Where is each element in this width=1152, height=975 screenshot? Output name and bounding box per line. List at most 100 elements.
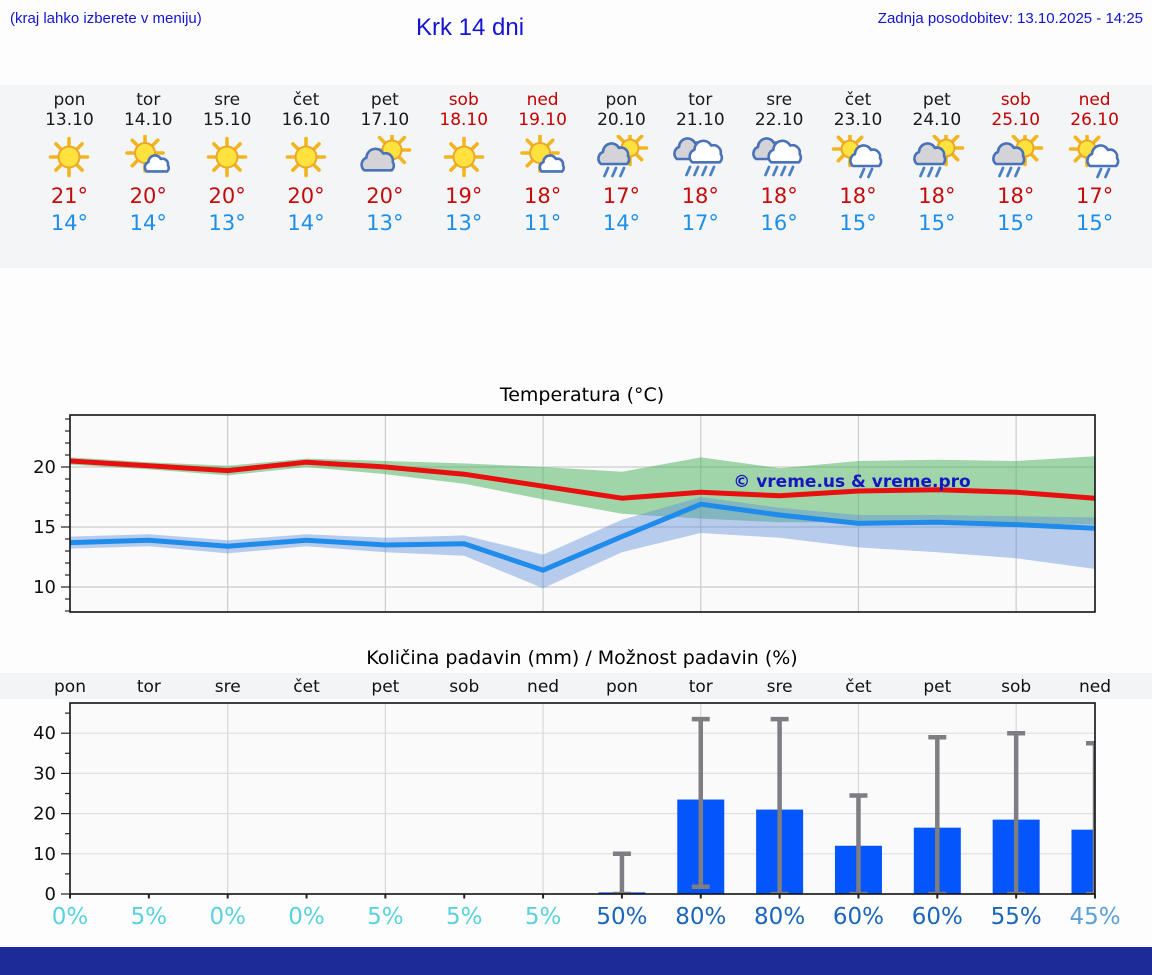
forecast-day-columns: pon 13.10 21° 14° tor 14.10 20° 14° sre 15.10 20° 1… [30, 85, 1134, 268]
precip-probability-label: 5% [131, 904, 168, 930]
cloud-shape [360, 147, 395, 172]
day-name: ned [1078, 90, 1111, 110]
day-name: tor [688, 90, 713, 110]
temperature-chart-title: Temperatura (°C) [499, 384, 665, 406]
precip-probability-label: 60% [833, 904, 884, 930]
day-date: 18.10 [439, 110, 489, 130]
day-min-temp: 15° [839, 211, 877, 235]
day-date: 14.10 [123, 110, 173, 130]
rain-streaks [1095, 167, 1110, 179]
precip-probability-label: 5% [525, 904, 562, 930]
day-min-temp: 11° [523, 211, 562, 235]
day-date: 22.10 [754, 110, 804, 130]
precip-probability-label: 80% [754, 904, 805, 930]
precip-probability-label: 45% [1069, 904, 1120, 930]
cloud-shape [688, 139, 724, 164]
day-column: sre 22.10 18° 16° [740, 85, 819, 268]
day-max-temp: 17° [1075, 184, 1114, 208]
precip-day-label: čet [293, 677, 320, 697]
precip-day-label: ned [1079, 677, 1111, 697]
day-max-temp: 18° [918, 184, 956, 208]
sun-icon [443, 136, 485, 178]
day-max-temp: 20° [366, 184, 404, 208]
sun-cloud-light-rain-icon [1068, 135, 1119, 179]
sun-cloud-small-icon [125, 135, 171, 173]
sun-icon [285, 136, 327, 178]
clouds-rain-icon [673, 137, 724, 177]
day-min-temp: 16° [760, 211, 798, 235]
day-max-temp: 20° [287, 184, 325, 208]
precip-day-label: ned [527, 677, 559, 697]
precip-ytick-label: 20 [33, 804, 56, 825]
sun-shape [49, 136, 90, 178]
day-name: pet [922, 90, 951, 110]
day-name: čet [844, 90, 872, 110]
day-column: pon 13.10 21° 14° [30, 85, 109, 268]
day-column: pet 24.10 18° 15° [897, 85, 976, 268]
day-min-temp: 14° [602, 211, 641, 235]
cloud-shape [597, 142, 631, 166]
precip-probability-label: 0% [52, 904, 89, 930]
precip-whisker [691, 716, 710, 890]
precip-ytick-label: 0 [45, 884, 56, 905]
day-column: ned 19.10 18° 11° [503, 85, 582, 268]
footer-bar [0, 947, 1152, 975]
precipitation-chart-title: Količina padavin (mm) / Možnost padavin … [366, 647, 798, 669]
cloud-shape [143, 154, 171, 173]
precip-day-label: sob [449, 677, 479, 697]
sun-cloud-icon [360, 135, 412, 172]
precip-whisker [770, 716, 789, 894]
day-date: 26.10 [1070, 110, 1119, 130]
precip-day-label-strip [0, 673, 1152, 699]
day-max-temp: 21° [50, 184, 89, 208]
precip-whisker [1086, 741, 1095, 894]
day-column: sob 25.10 18° 15° [976, 85, 1055, 268]
precip-probability-label: 5% [367, 904, 404, 930]
day-column: sob 18.10 19° 13° [424, 85, 503, 268]
day-name: ned [526, 90, 559, 110]
precip-day-label: sob [1001, 677, 1031, 697]
sun-cloud-small-icon [519, 135, 565, 173]
precip-day-label: pon [54, 677, 86, 697]
precip-probability-label: 60% [912, 904, 963, 930]
day-name: pet [370, 90, 399, 110]
rain-streaks [859, 167, 874, 179]
precip-bars [598, 716, 1095, 894]
precip-x-ticks [69, 894, 1096, 899]
precip-ytick-label: 40 [33, 723, 56, 744]
rain-streaks [918, 166, 942, 178]
sun-cloud-rain-icon [597, 135, 649, 178]
day-date: 15.10 [202, 110, 252, 130]
precip-y-axis: 0 10 20 30 40 [33, 712, 70, 905]
day-max-temp: 18° [681, 184, 719, 208]
precip-probability-label: 55% [991, 904, 1042, 930]
day-date: 16.10 [281, 110, 331, 130]
precip-whisker [849, 793, 868, 894]
day-min-temp: 13° [208, 211, 246, 235]
day-column: ned 26.10 17° 15° [1055, 85, 1134, 268]
day-date: 17.10 [360, 110, 410, 130]
rain-streaks [603, 166, 626, 178]
cloud-shape [1085, 144, 1119, 168]
precip-whisker [928, 734, 947, 894]
sun-cloud-rain-icon [913, 135, 965, 178]
temp-ytick-label: 20 [33, 457, 56, 478]
sun-shape [612, 135, 649, 167]
day-date: 24.10 [912, 110, 962, 130]
last-update-text: Zadnja posodobitev: 13.10.2025 - 14:25 [877, 10, 1143, 27]
day-max-temp: 17° [602, 184, 641, 208]
rain-streaks [997, 166, 1021, 178]
day-name: sre [214, 90, 241, 110]
cloud-shape [538, 154, 565, 173]
min-temp-line [69, 501, 1096, 573]
sun-cloud-light-rain-icon [831, 135, 883, 179]
day-max-temp: 18° [760, 184, 798, 208]
day-min-temp: 15° [918, 211, 956, 235]
day-max-temp: 18° [839, 184, 877, 208]
sun-cloud-rain-icon [991, 135, 1044, 178]
day-date: 21.10 [675, 110, 725, 130]
day-max-temp: 19° [445, 184, 483, 208]
day-column: čet 16.10 20° 14° [267, 85, 346, 268]
